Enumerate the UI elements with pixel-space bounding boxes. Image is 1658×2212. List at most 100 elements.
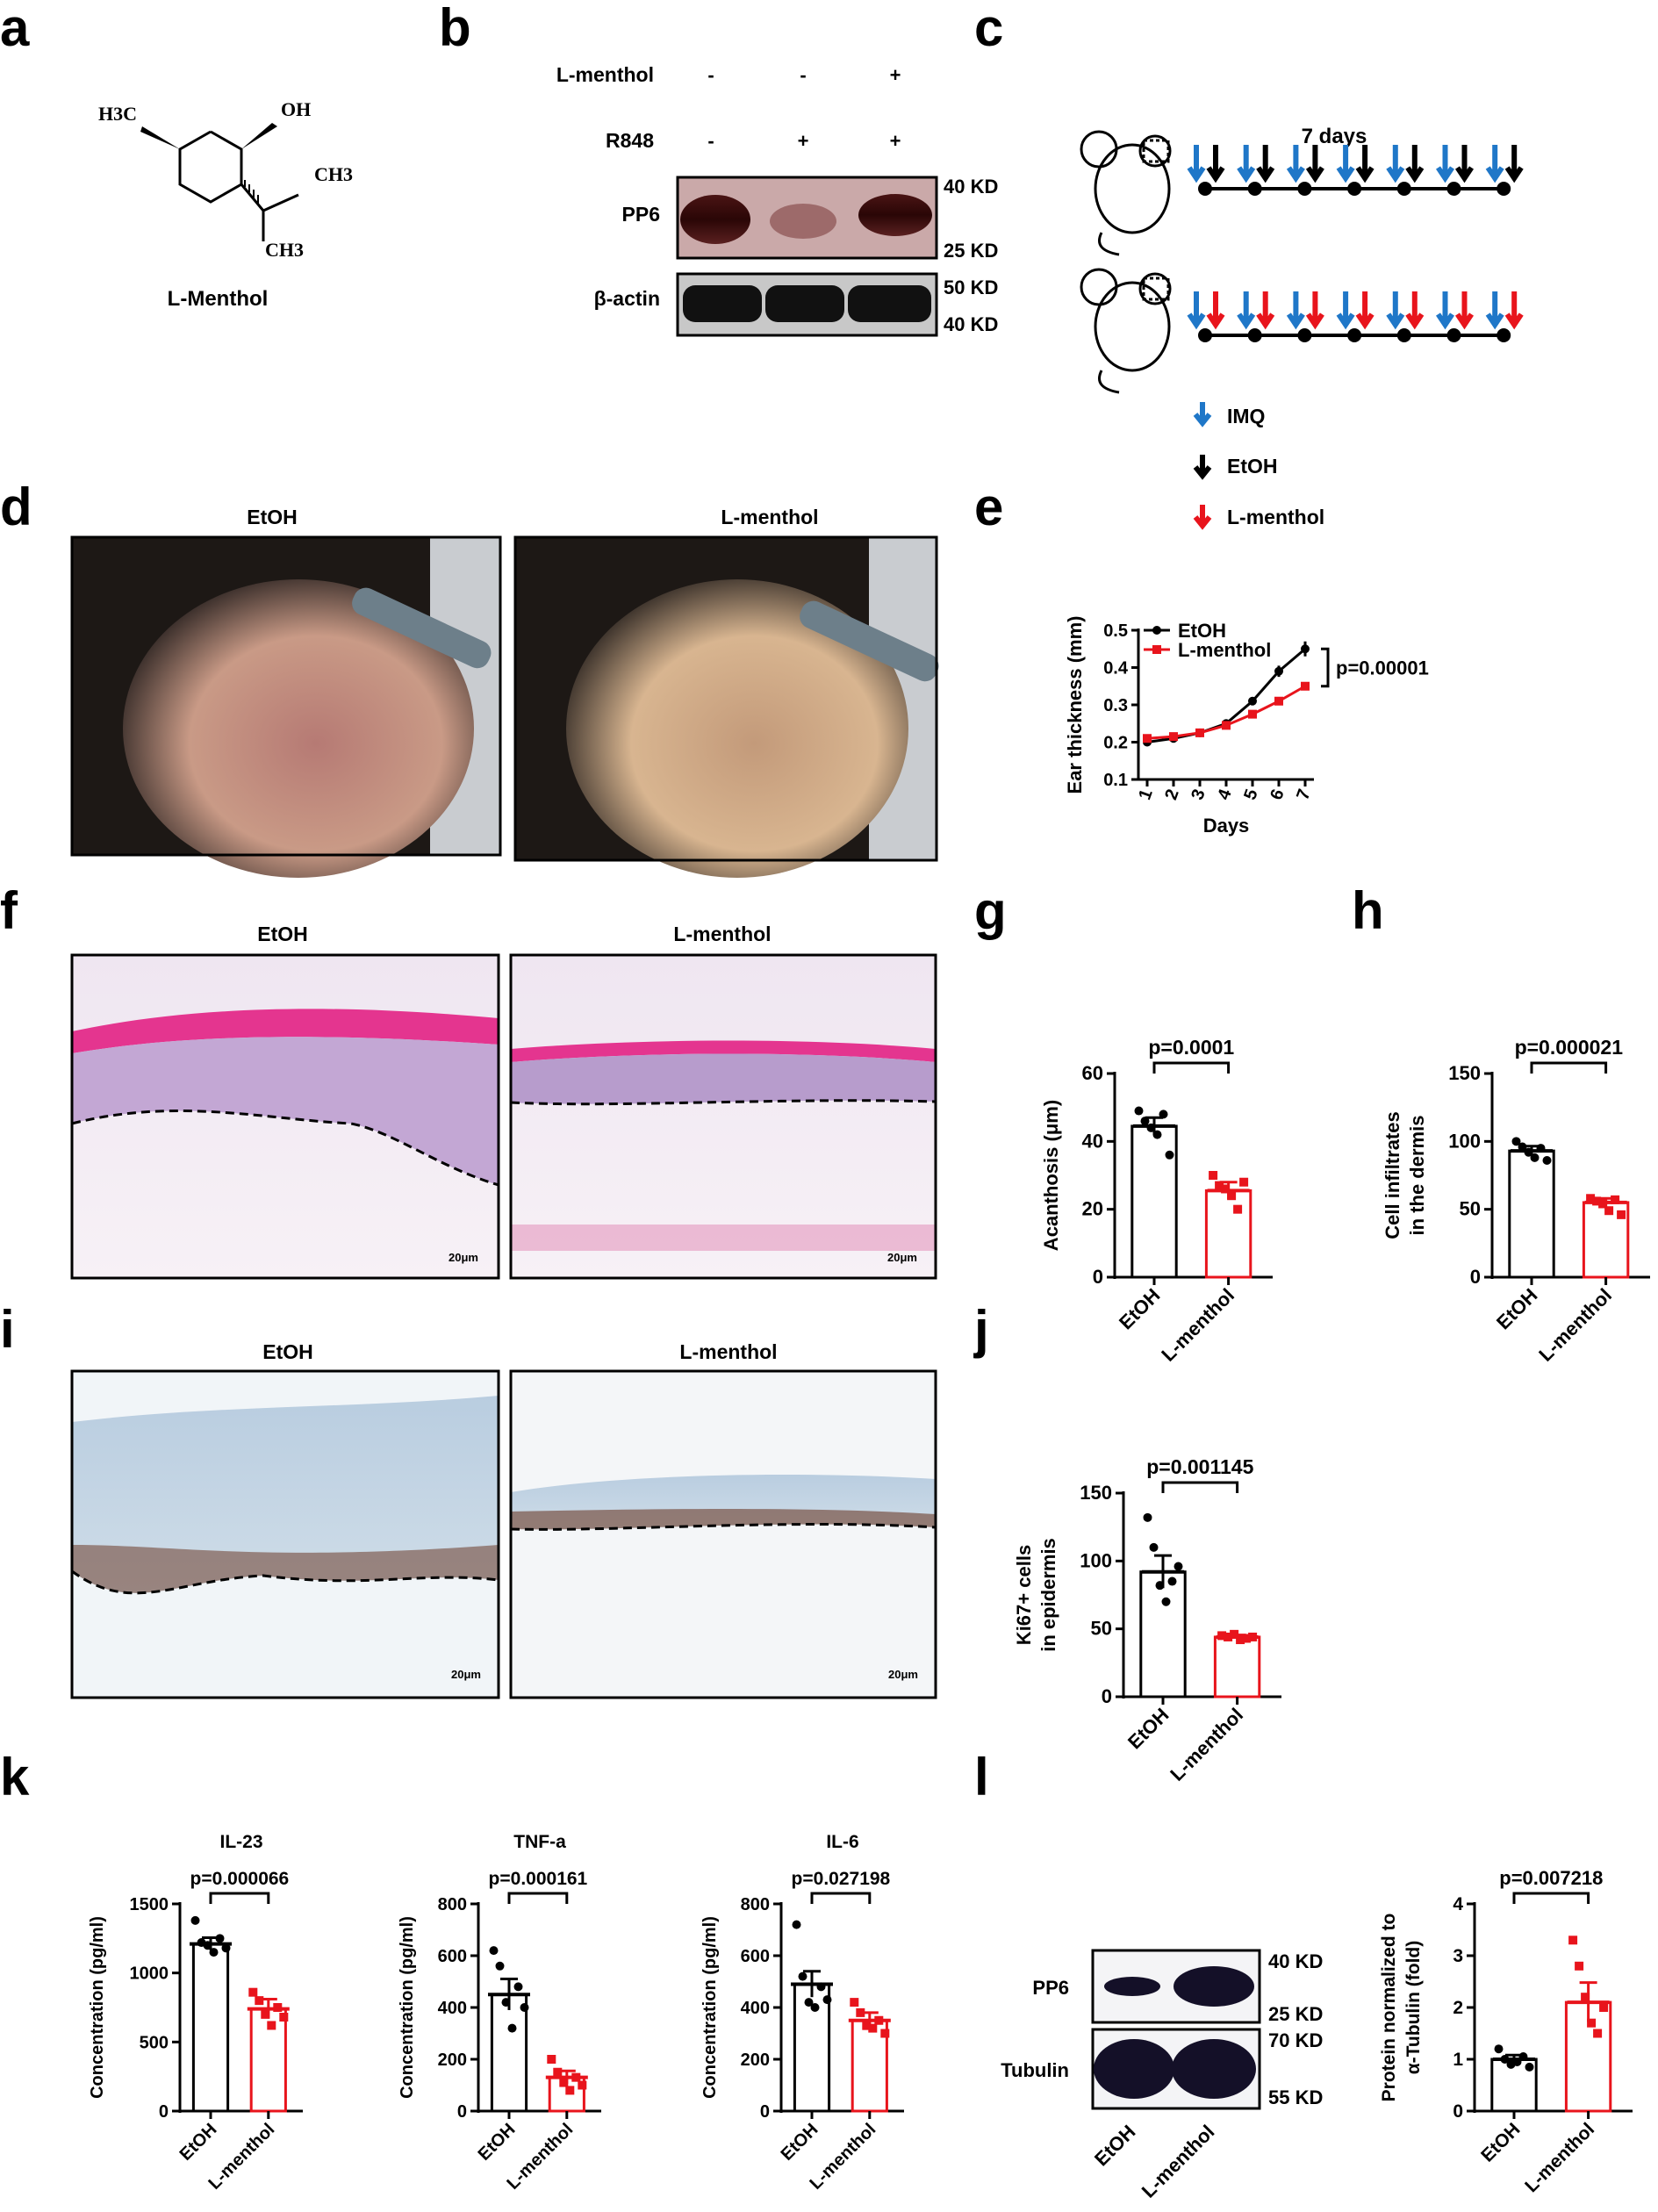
treatment-arrow-icon	[1305, 291, 1324, 330]
data-point	[267, 2021, 276, 2030]
x-tick-label: 3	[1188, 786, 1209, 802]
ihc-title-etoh: EtOH	[262, 1340, 313, 1363]
treatment-arrow-icon	[1355, 291, 1374, 330]
data-point	[1140, 1117, 1150, 1126]
data-point	[1239, 1177, 1249, 1187]
data-point	[1152, 1130, 1162, 1139]
cyclohexane-ring	[178, 130, 299, 241]
chart-title: IL-6	[826, 1832, 858, 1852]
data-point	[559, 2078, 569, 2087]
y-tick-label: 4	[1453, 1894, 1463, 1914]
data-point	[215, 1934, 225, 1943]
legend-menthol-arrow-icon	[1193, 505, 1212, 530]
timeline-day-dot	[1347, 328, 1362, 342]
y-axis-label: Ear thickness (mm)	[1064, 616, 1086, 794]
band-l-pp6-etoh	[1104, 1977, 1160, 1996]
wedge-bond-methyl	[140, 126, 180, 149]
treatment-arrow-icon	[1237, 291, 1256, 330]
data-point	[1611, 1195, 1620, 1204]
data-point	[513, 1982, 523, 1992]
data-point	[1274, 696, 1283, 706]
he-image-menthol: 20μm	[509, 953, 937, 1280]
photo-menthol	[513, 535, 939, 878]
band-actin-lane1	[683, 285, 762, 322]
treatment-arrow-icon	[1436, 291, 1454, 330]
blot-label-pp6: PP6	[622, 203, 660, 226]
bar	[1213, 1635, 1261, 1698]
treatment-arrow-icon	[1256, 291, 1275, 330]
band-pp6-lane2	[770, 204, 836, 239]
data-point	[1512, 2057, 1522, 2066]
panel-letter-l: l	[974, 1748, 989, 1806]
p-value: p=0.000066	[190, 1869, 290, 1889]
data-point	[1149, 1542, 1159, 1552]
y-tick-label: 200	[741, 2050, 770, 2070]
data-point	[1586, 1194, 1596, 1203]
y-axis-label: in the dermis	[1406, 1116, 1428, 1236]
treatment-arrow-icon	[1256, 145, 1275, 183]
bar	[1130, 1124, 1178, 1279]
kd-actin-top: 50 KD	[944, 276, 998, 298]
category-label: L-menthol	[1166, 1704, 1247, 1785]
y-tick-label: 50	[1460, 1198, 1481, 1220]
data-point	[209, 1948, 219, 1957]
band-pp6-lane3	[858, 194, 932, 236]
data-point	[1169, 732, 1178, 742]
significance-bracket	[1321, 647, 1330, 688]
data-point	[578, 2080, 587, 2090]
category-label: EtOH	[176, 2120, 221, 2165]
p-value: p=0.001145	[1146, 1455, 1253, 1478]
data-point	[190, 1915, 200, 1925]
blot-l-label-tubulin: Tubulin	[1001, 2059, 1069, 2081]
scale-bar-he-etoh: 20μm	[449, 1251, 478, 1264]
data-point	[1161, 1597, 1171, 1606]
bar	[490, 1993, 528, 2113]
mouse-icon-2	[1080, 268, 1172, 394]
data-point	[1233, 1204, 1243, 1214]
data-point	[1227, 1191, 1237, 1201]
treatment-arrow-icon	[1336, 291, 1355, 330]
data-point	[1221, 1184, 1231, 1194]
y-tick-label: 100	[1448, 1130, 1481, 1152]
data-point	[279, 2013, 289, 2022]
y-tick-label: 2	[1453, 1998, 1463, 2018]
data-point	[1209, 1171, 1218, 1180]
chart-il6: 0200400600800EtOHL-mentholp=0.027198IL-6…	[700, 1832, 904, 2194]
data-point	[1143, 1512, 1152, 1522]
legend-label: EtOH	[1178, 620, 1226, 642]
data-point	[874, 2015, 884, 2025]
treatment-arrow-icon	[1305, 145, 1324, 183]
y-tick-label: 0.2	[1103, 734, 1128, 753]
data-point	[1604, 1206, 1614, 1216]
chart-title: IL-23	[219, 1832, 262, 1852]
atom-h3c: H3C	[98, 103, 137, 125]
treatment-arrow-icon	[1237, 145, 1256, 183]
y-axis-label: Acanthosis (μm)	[1040, 1100, 1062, 1251]
timeline-day-dot	[1497, 328, 1511, 342]
y-tick-label: 800	[438, 1895, 467, 1914]
panel-f-he: EtOH L-menthol 20μm 20μm	[70, 923, 937, 1280]
kd-l-pp6-bottom: 25 KD	[1268, 2003, 1323, 2025]
x-tick-label: 5	[1240, 786, 1261, 802]
panel-letter-k: k	[0, 1748, 30, 1806]
scale-bar-ihc-menthol: 20μm	[888, 1668, 918, 1681]
y-tick-label: 0	[1470, 1266, 1481, 1288]
schedule-legend: IMQ EtOH L-menthol	[1193, 402, 1324, 530]
panel-c-schedule: 7 days IMQ EtOH L-menthol	[1080, 125, 1524, 530]
treatment-arrow-icon	[1206, 291, 1225, 330]
band-l-pp6-menthol	[1174, 1966, 1254, 2007]
timeline-day-dot	[1347, 182, 1362, 196]
timeline-day-dot	[1297, 182, 1312, 196]
p-value: p=0.027198	[792, 1869, 891, 1889]
data-point	[489, 1946, 499, 1956]
kd-actin-bottom: 40 KD	[944, 313, 998, 335]
sign-r848-2: +	[798, 130, 809, 152]
timeline-menthol	[1187, 291, 1524, 342]
sign-lm-1: -	[707, 64, 714, 86]
y-tick-label: 0.3	[1103, 696, 1128, 715]
sign-lm-3: +	[890, 64, 901, 86]
treatment-arrow-icon	[1436, 145, 1454, 183]
